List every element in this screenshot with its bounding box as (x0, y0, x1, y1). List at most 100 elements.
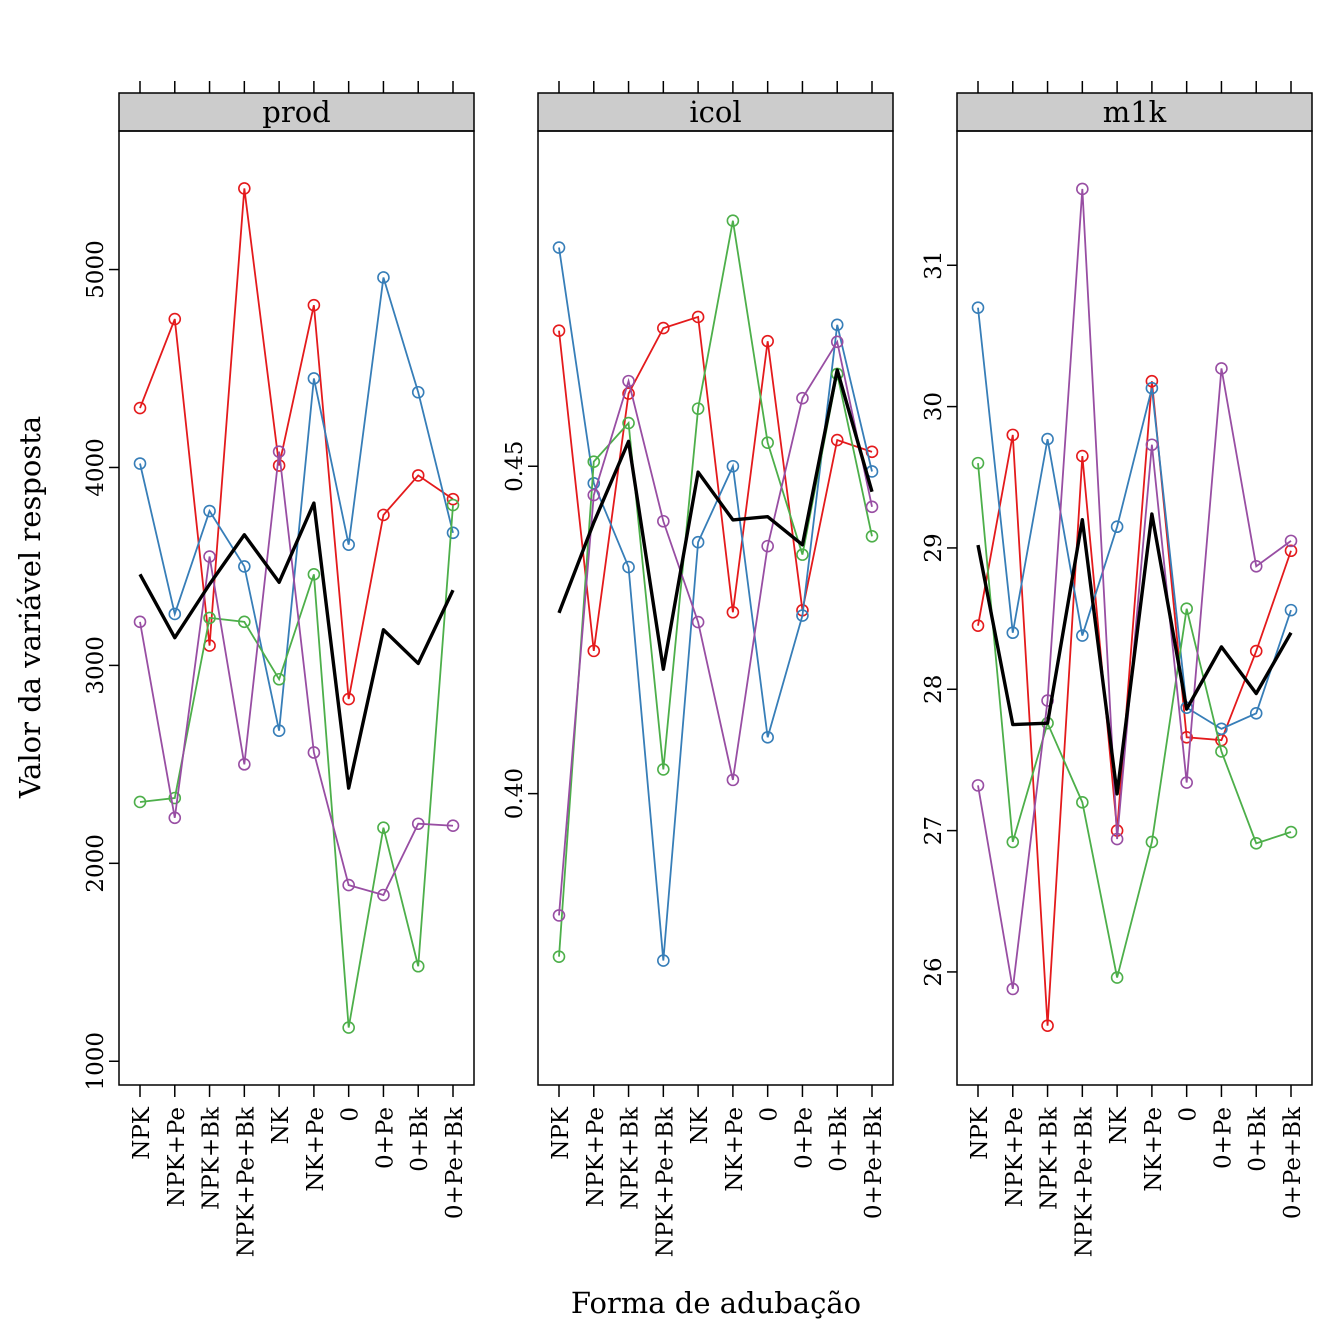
series-line (977, 463, 1292, 978)
data-point (657, 763, 670, 776)
y-tick-label: 28 (921, 675, 947, 704)
data-point (307, 298, 321, 312)
x-tick-label: 0+Pe+Bk (1280, 1106, 1306, 1219)
y-tick-label: 30 (921, 392, 947, 421)
data-point (168, 312, 182, 326)
panel-icol: icol NPK NPK+Pe NPK+Bk NPK+Pe+Bk NK NK+Pe 0 0+Pe… (502, 81, 894, 1257)
y-tick-label: 31 (921, 251, 947, 280)
mean-line (976, 512, 1293, 796)
data-point (342, 692, 355, 706)
data-point (691, 310, 705, 324)
data-point (238, 758, 251, 771)
x-tick-label: NPK+Pe+Bk (1071, 1106, 1097, 1257)
plot-frame (956, 130, 1313, 1086)
x-tick-label: NPK (548, 1106, 574, 1160)
data-point (622, 387, 635, 400)
data-point (1284, 825, 1298, 839)
y-tick-label: 5000 (83, 240, 109, 299)
data-point (587, 488, 601, 502)
data-point (971, 301, 985, 314)
data-point (691, 402, 705, 415)
data-point (971, 779, 985, 792)
x-tick-label: NPK (967, 1106, 993, 1160)
mean-line (557, 368, 874, 671)
series-line (977, 188, 1292, 990)
data-point (307, 746, 321, 759)
data-point (1180, 602, 1193, 616)
data-point (446, 498, 460, 512)
data-point (657, 514, 670, 528)
data-point (342, 1021, 355, 1034)
data-point (133, 615, 147, 629)
data-point (971, 456, 985, 470)
data-point (411, 817, 425, 831)
data-point (726, 214, 740, 228)
data-point (726, 459, 740, 473)
data-point (1110, 832, 1124, 846)
x-tick-label: 0+Bk (826, 1106, 852, 1172)
x-tick-label: NPK+Pe+Bk (233, 1106, 259, 1257)
data-point (238, 560, 251, 573)
series-line (977, 381, 1292, 1026)
data-point (971, 619, 985, 632)
data-point (1006, 982, 1020, 996)
data-point (203, 611, 216, 625)
data-point (1145, 835, 1159, 849)
panels-group: prod NPK NPK+Pe NPK+Bk NPK+Pe+Bk NK NK+Pe 0 0+Pe… (83, 81, 1313, 1257)
data-point (1110, 520, 1124, 534)
data-point (1215, 745, 1228, 758)
data-point (168, 791, 182, 805)
data-point (377, 821, 390, 834)
data-point (1076, 449, 1089, 463)
data-point (761, 731, 774, 744)
x-tick-label: 0+Pe (1210, 1107, 1236, 1169)
strip-background (537, 92, 894, 132)
x-tick-label: 0+Pe+Bk (861, 1106, 887, 1219)
x-tick-label: NPK+Pe+Bk (652, 1106, 678, 1257)
data-point (272, 459, 286, 472)
data-point (552, 241, 566, 254)
data-point (691, 535, 705, 549)
data-point (411, 959, 425, 973)
data-point (761, 334, 774, 348)
y-tick-label: 1000 (83, 1032, 109, 1091)
x-tick-label: 0+Bk (407, 1106, 433, 1172)
data-point (1284, 534, 1298, 548)
strip-label: icol (689, 95, 741, 129)
x-tick-label: NPK+Bk (199, 1106, 225, 1210)
data-point (411, 385, 425, 399)
series-line (139, 505, 454, 1028)
mean-line (138, 501, 455, 790)
x-tick-label: NPK+Pe (1002, 1107, 1028, 1207)
data-point (796, 609, 809, 622)
y-tick-label: 2000 (83, 834, 109, 893)
data-point (342, 538, 355, 551)
data-point (342, 878, 355, 892)
strip-label: prod (262, 95, 330, 129)
x-tick-label: NK (1106, 1106, 1132, 1144)
data-point (830, 318, 844, 332)
data-point (203, 504, 216, 518)
data-point (168, 607, 182, 621)
data-point (796, 391, 809, 405)
series-line (139, 277, 454, 731)
x-tick-label: NPK+Bk (618, 1106, 644, 1210)
data-point (1006, 626, 1020, 640)
data-point (830, 433, 844, 447)
y-tick-label: 0.40 (502, 768, 528, 819)
data-point (133, 401, 147, 415)
data-point (622, 560, 635, 574)
series-line (977, 307, 1292, 730)
data-point (691, 615, 705, 629)
y-tick-label: 3000 (83, 636, 109, 695)
data-point (830, 335, 844, 349)
data-point (1249, 560, 1263, 573)
data-point (133, 795, 147, 809)
series-line (558, 315, 873, 652)
x-tick-label: NPK (129, 1106, 155, 1160)
data-point (622, 374, 635, 388)
y-tick-label: 0.45 (502, 441, 528, 492)
data-point (446, 526, 460, 540)
series-line (139, 188, 454, 700)
series-line (558, 339, 873, 916)
